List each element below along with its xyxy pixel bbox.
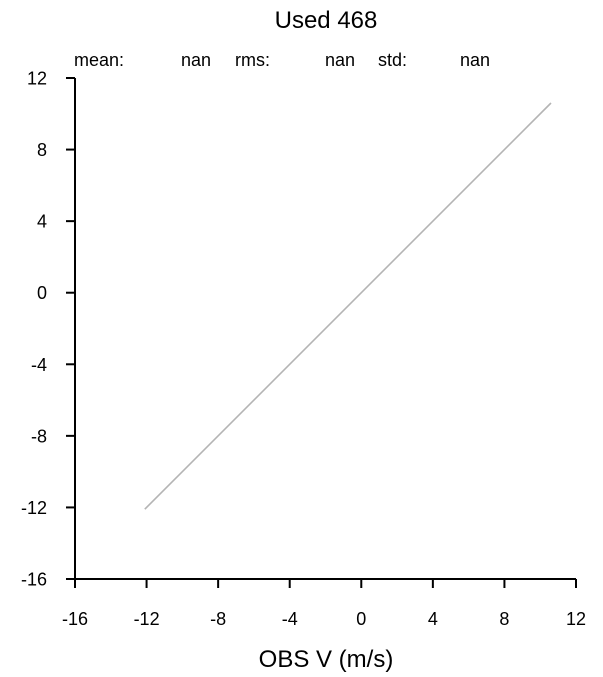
x-tick-label: -12 <box>134 609 160 629</box>
x-tick-label: 0 <box>356 609 366 629</box>
x-tick-label: 8 <box>499 609 509 629</box>
stat-std-value: nan <box>460 50 490 70</box>
y-tick-label: 0 <box>37 283 47 303</box>
y-tick-label: -8 <box>31 426 47 446</box>
y-tick-label: 8 <box>37 140 47 160</box>
stat-std-label: std: <box>378 50 407 70</box>
y-tick-label: -12 <box>21 498 47 518</box>
y-tick-label: -16 <box>21 570 47 590</box>
y-tick-label: 12 <box>27 69 47 89</box>
series-line-0 <box>145 103 551 509</box>
x-tick-label: -16 <box>62 609 88 629</box>
stat-rms-label: rms: <box>235 50 270 70</box>
x-tick-label: 4 <box>428 609 438 629</box>
y-tick-label: 4 <box>37 212 47 232</box>
stat-rms-value: nan <box>325 50 355 70</box>
x-tick-label: 12 <box>566 609 586 629</box>
stat-mean-label: mean: <box>74 50 124 70</box>
y-tick-label: -4 <box>31 355 47 375</box>
x-tick-label: -8 <box>210 609 226 629</box>
x-tick-label: -4 <box>282 609 298 629</box>
chart-title: Used 468 <box>275 7 378 34</box>
stat-mean-value: nan <box>181 50 211 70</box>
x-axis-label: OBS V (m/s) <box>259 646 394 673</box>
